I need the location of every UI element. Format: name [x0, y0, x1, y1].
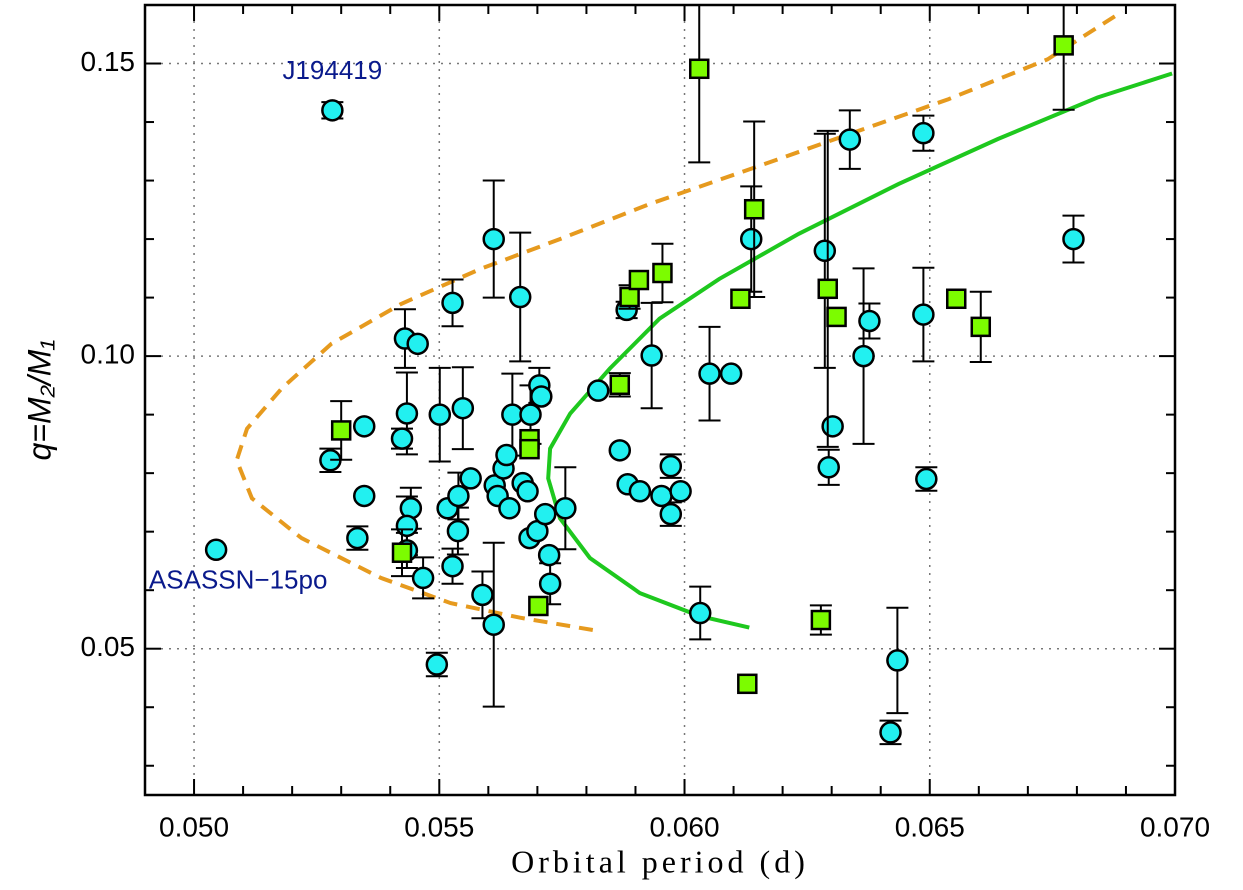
circle-point [428, 403, 452, 426]
circle-point [352, 484, 376, 508]
square-point [391, 542, 413, 563]
square-point [737, 673, 758, 695]
circle-point [533, 502, 557, 526]
x-tick-label: 0.050 [159, 811, 229, 842]
circle-point [352, 415, 376, 438]
circle-point [719, 362, 743, 385]
plot-frame [143, 3, 1177, 797]
square-point [330, 420, 352, 441]
circle-point [321, 99, 344, 122]
y-tick-label: 0.05 [81, 631, 136, 662]
circle-point [659, 502, 683, 526]
circle-point [739, 227, 763, 251]
circle-point [441, 291, 464, 315]
square-point [743, 198, 765, 220]
square-point [1053, 35, 1074, 56]
circle-point [498, 497, 521, 520]
x-tick-label: 0.060 [649, 811, 719, 842]
circle-point [451, 396, 475, 420]
square-point [652, 262, 673, 284]
y-axis-label: q=M₂/M₁ [21, 340, 57, 461]
circle-point [813, 239, 837, 263]
circle-point [537, 543, 561, 567]
circle-point [912, 121, 935, 145]
circle-point [554, 497, 577, 520]
circle-point [516, 480, 539, 503]
circle-point [912, 303, 935, 326]
circle-point [395, 514, 419, 538]
circle-point [858, 309, 881, 333]
square-point [528, 595, 549, 617]
circle-point [425, 653, 449, 676]
circle-point [879, 721, 902, 744]
x-tick-label: 0.070 [1140, 811, 1210, 842]
circle-point [886, 649, 909, 672]
curve [234, 9, 1124, 632]
circle-point [482, 613, 505, 636]
circle-point [530, 385, 553, 408]
circle-point [406, 332, 429, 356]
circle-point [628, 480, 652, 503]
circle-point [204, 538, 228, 562]
x-tick-label: 0.065 [895, 811, 965, 842]
circle-point [390, 427, 414, 450]
circle-point [441, 554, 464, 578]
circle-point [459, 467, 482, 490]
square-point [810, 609, 832, 631]
square-point [628, 269, 650, 291]
circle-point [446, 519, 470, 543]
square-point [945, 288, 967, 310]
circle-point [817, 456, 840, 479]
circle-point [495, 443, 518, 467]
square-point [730, 288, 751, 310]
circle-point [519, 403, 542, 426]
circle-point [346, 526, 369, 550]
circle-point [640, 344, 663, 367]
y-tick-label: 0.10 [81, 339, 136, 370]
circle-point [698, 362, 721, 385]
square-point [817, 278, 838, 300]
circle-point [586, 379, 610, 402]
circle-point [650, 484, 673, 508]
x-axis-label: Orbital period (d) [511, 843, 809, 879]
circle-point [669, 480, 692, 503]
square-point [519, 438, 540, 460]
square-point [619, 286, 640, 308]
circle-point [1062, 227, 1085, 251]
circle-point [659, 454, 683, 478]
circle-point [411, 566, 435, 590]
annotation: J194419 [282, 55, 382, 85]
circle-point [482, 227, 505, 251]
circle-point [538, 572, 562, 595]
square-point [609, 374, 631, 396]
y-tick-label: 0.15 [81, 46, 136, 77]
circle-point [447, 484, 470, 508]
circle-point [821, 415, 844, 438]
circle-point [852, 344, 875, 368]
square-point [970, 316, 992, 338]
circle-point [395, 402, 419, 425]
annotation: ASASSN−15po [149, 564, 328, 594]
circle-point [508, 285, 532, 309]
square-point [826, 306, 847, 328]
circle-point [915, 467, 938, 491]
circle-point [471, 583, 494, 607]
square-point [688, 58, 710, 80]
circle-point [688, 601, 712, 625]
x-tick-label: 0.055 [404, 811, 474, 842]
circle-point [838, 128, 862, 151]
circle-point [608, 439, 632, 462]
